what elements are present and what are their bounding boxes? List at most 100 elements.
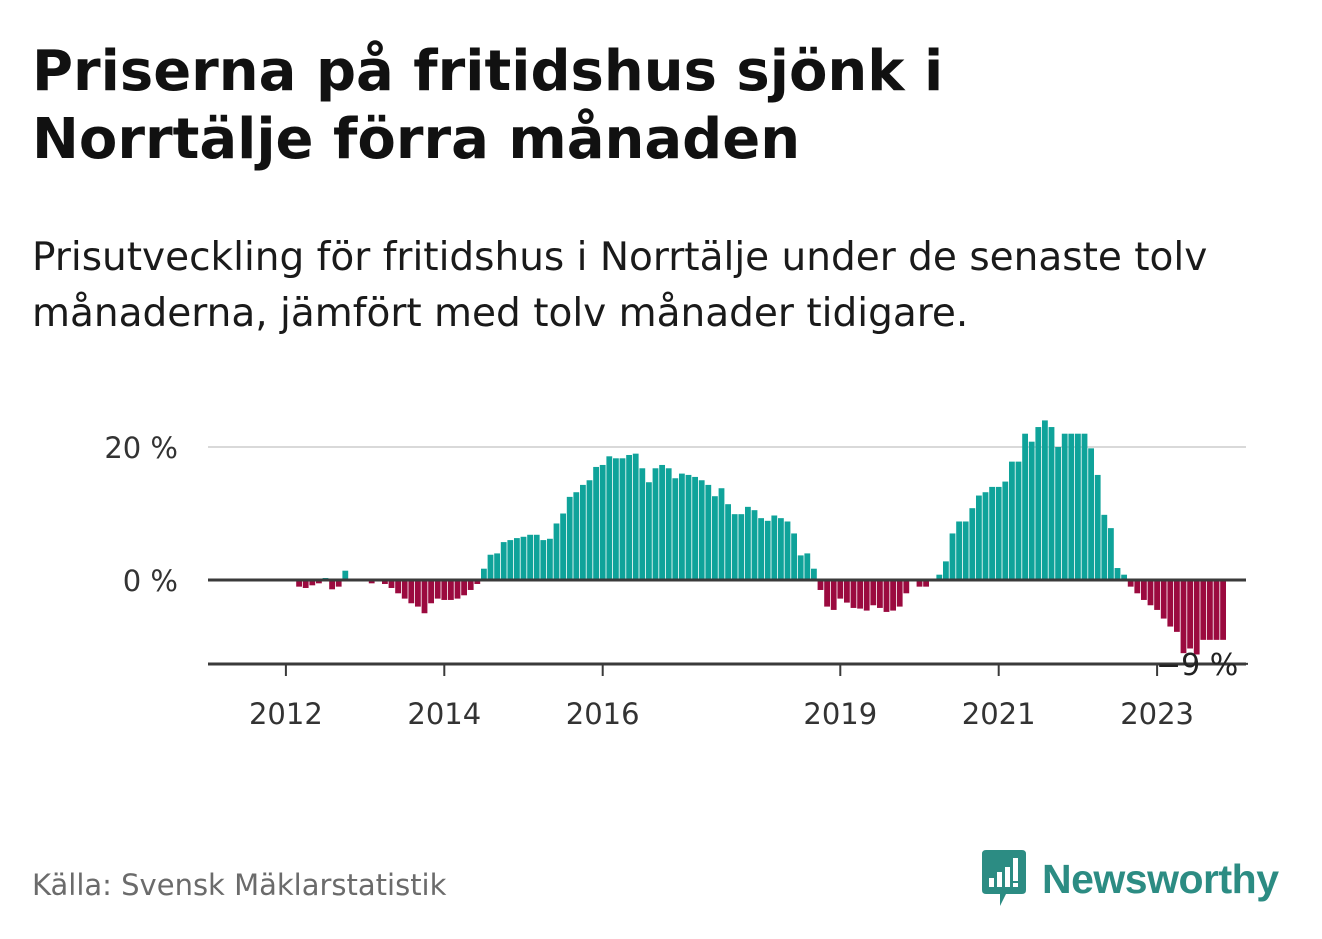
bar — [1180, 580, 1187, 654]
bar — [1134, 580, 1141, 594]
bar — [1193, 580, 1200, 655]
bar — [665, 468, 672, 580]
bar — [771, 515, 778, 580]
bar — [1220, 580, 1226, 640]
bar — [441, 580, 448, 600]
bar — [461, 580, 467, 596]
bar — [679, 473, 685, 580]
bar — [434, 580, 441, 599]
bar — [639, 468, 646, 580]
bar — [1127, 580, 1134, 587]
bar — [533, 534, 540, 580]
bar — [1200, 580, 1207, 640]
bar — [646, 482, 652, 580]
bar — [613, 458, 619, 580]
bar — [1213, 580, 1220, 640]
bar — [1042, 420, 1048, 580]
bar — [1075, 433, 1081, 580]
bar — [382, 580, 388, 584]
bar — [553, 523, 560, 580]
bar — [725, 504, 731, 580]
bar — [1015, 461, 1022, 580]
bar — [982, 492, 989, 580]
bar — [824, 580, 830, 607]
bar — [632, 453, 639, 580]
bar — [586, 480, 593, 580]
bar — [1009, 461, 1015, 580]
bar — [1028, 441, 1035, 580]
bar — [784, 521, 791, 580]
bar — [857, 580, 863, 609]
bar — [309, 580, 316, 586]
bar — [850, 580, 857, 608]
bar — [1061, 433, 1068, 580]
bar — [520, 536, 527, 580]
bar — [329, 580, 335, 590]
x-tick-label: 2016 — [566, 697, 640, 731]
bar — [368, 580, 375, 584]
brand-name: Newsworthy — [1042, 855, 1279, 902]
bar — [811, 568, 817, 580]
bar — [388, 580, 395, 588]
bar — [527, 534, 533, 580]
bar — [1022, 433, 1028, 580]
x-tick-label: 2019 — [803, 697, 877, 731]
y-tick-label: 0 % — [123, 564, 178, 598]
bar — [408, 580, 415, 604]
bar — [1081, 433, 1088, 580]
bar — [830, 580, 837, 610]
bar — [474, 580, 481, 584]
bar — [797, 555, 804, 580]
bar — [844, 580, 850, 603]
bar — [500, 542, 507, 580]
bar — [514, 538, 520, 580]
bar — [507, 540, 514, 580]
bar — [976, 495, 982, 580]
bar — [335, 580, 342, 587]
bar — [1055, 447, 1061, 580]
bar — [467, 580, 474, 590]
bar — [573, 492, 580, 580]
bar — [863, 580, 870, 611]
bar — [599, 464, 606, 580]
bar — [731, 514, 738, 580]
bar — [401, 580, 408, 599]
bar — [1048, 427, 1055, 580]
bar — [870, 580, 877, 606]
bar — [606, 456, 613, 580]
bar — [659, 464, 665, 580]
bar — [758, 518, 764, 580]
x-tick-label: 2014 — [407, 697, 481, 731]
bar — [764, 520, 771, 580]
bar — [481, 568, 487, 580]
bar — [672, 478, 679, 580]
bar — [1167, 580, 1174, 627]
bar — [738, 514, 745, 580]
bar — [302, 580, 309, 588]
bar — [316, 580, 322, 584]
bar — [593, 466, 599, 580]
bar — [1094, 474, 1101, 580]
bar — [896, 580, 903, 607]
bar — [956, 521, 962, 580]
newsworthy-logo-icon — [982, 850, 1026, 906]
bar — [877, 580, 883, 608]
chart-subtitle: Prisutveckling för fritidshus i Norrtälj… — [32, 235, 1208, 336]
bar — [751, 510, 758, 580]
bar — [342, 570, 349, 580]
bar — [415, 580, 421, 607]
bar — [685, 474, 692, 580]
bar — [936, 574, 943, 580]
bar — [916, 580, 923, 587]
bar — [560, 513, 566, 580]
bar — [1035, 427, 1042, 580]
bar — [962, 521, 969, 580]
x-tick-label: 2021 — [962, 697, 1036, 731]
bar — [883, 580, 890, 612]
bar — [837, 580, 844, 599]
bar — [395, 580, 401, 594]
bar — [547, 538, 553, 580]
bar — [778, 518, 784, 580]
bar — [296, 580, 302, 587]
